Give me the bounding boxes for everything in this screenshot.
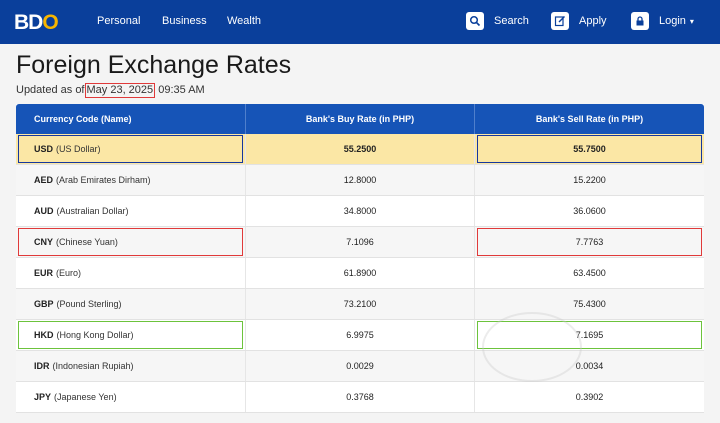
buy-rate-cell: 73.2100	[245, 289, 474, 319]
search-button[interactable]: Search	[466, 12, 529, 30]
currency-code: HKD	[34, 330, 54, 340]
table-row: IDR (Indonesian Rupiah) 0.0029 0.0034	[16, 351, 704, 382]
currency-cell: JPY (Japanese Yen)	[16, 382, 245, 412]
currency-name: (Pound Sterling)	[56, 299, 122, 309]
column-header-buy-rate: Bank's Buy Rate (in PHP)	[245, 104, 474, 134]
currency-name: (Indonesian Rupiah)	[52, 361, 134, 371]
currency-code: GBP	[34, 299, 54, 309]
table-row: JPY (Japanese Yen) 0.3768 0.3902	[16, 382, 704, 413]
currency-name: (Arab Emirates Dirham)	[56, 175, 151, 185]
lock-icon	[631, 12, 649, 30]
table-row: CNY (Chinese Yuan) 7.1096 7.7763	[16, 227, 704, 258]
currency-cell: EUR (Euro)	[16, 258, 245, 288]
updated-timestamp: Updated as of May 23, 2025 09:35 AM	[16, 83, 205, 98]
table-header: Currency Code (Name) Bank's Buy Rate (in…	[16, 104, 704, 134]
search-icon	[466, 12, 484, 30]
currency-cell: AED (Arab Emirates Dirham)	[16, 165, 245, 195]
buy-rate-cell: 0.0029	[245, 351, 474, 381]
sell-rate-cell: 0.3902	[474, 382, 704, 412]
currency-code: AED	[34, 175, 54, 185]
table-row: GBP (Pound Sterling) 73.2100 75.4300	[16, 289, 704, 320]
buy-rate-cell: 12.8000	[245, 165, 474, 195]
apply-label: Apply	[579, 15, 607, 27]
chevron-down-icon: ▾	[689, 16, 694, 26]
table-row: HKD (Hong Kong Dollar) 6.9975 7.1695	[16, 320, 704, 351]
currency-cell: HKD (Hong Kong Dollar)	[16, 320, 245, 350]
currency-cell: IDR (Indonesian Rupiah)	[16, 351, 245, 381]
nav-wealth[interactable]: Wealth	[227, 15, 262, 27]
sell-rate-cell: 7.7763	[474, 227, 704, 257]
column-header-sell-rate: Bank's Sell Rate (in PHP)	[474, 104, 704, 134]
currency-cell: AUD (Australian Dollar)	[16, 196, 245, 226]
buy-rate-cell: 7.1096	[245, 227, 474, 257]
currency-code: AUD	[34, 206, 54, 216]
edit-form-icon	[551, 12, 569, 30]
currency-name: (Hong Kong Dollar)	[56, 330, 134, 340]
sell-rate-cell: 75.4300	[474, 289, 704, 319]
apply-button[interactable]: Apply	[551, 12, 607, 30]
currency-code: IDR	[34, 361, 50, 371]
sell-rate-cell: 55.7500	[474, 134, 704, 164]
sell-rate-cell: 7.1695	[474, 320, 704, 350]
sell-rate-value: 7.1695	[575, 330, 604, 340]
table-row: AUD (Australian Dollar) 34.8000 36.0600	[16, 196, 704, 227]
table-row: EUR (Euro) 61.8900 63.4500	[16, 258, 704, 289]
currency-code: JPY	[34, 392, 52, 402]
buy-rate-cell: 61.8900	[245, 258, 474, 288]
table-row: USD (US Dollar) 55.2500 55.7500	[16, 134, 704, 165]
currency-code: EUR	[34, 268, 54, 278]
updated-date: May 23, 2025	[84, 83, 156, 98]
exchange-rates-table: Currency Code (Name) Bank's Buy Rate (in…	[16, 104, 704, 413]
login-label: Login	[659, 15, 686, 27]
sell-rate-cell: 63.4500	[474, 258, 704, 288]
page-title: Foreign Exchange Rates	[16, 51, 292, 79]
updated-time: 09:35 AM	[158, 84, 205, 96]
nav-business[interactable]: Business	[162, 15, 207, 27]
currency-code: CNY	[34, 237, 54, 247]
top-navigation-bar: BDO Personal Business Wealth Search Appl…	[0, 0, 720, 44]
login-button[interactable]: Login ▾	[631, 12, 694, 30]
nav-personal[interactable]: Personal	[97, 15, 141, 27]
buy-rate-cell: 34.8000	[245, 196, 474, 226]
currency-name: (Chinese Yuan)	[56, 237, 118, 247]
updated-prefix: Updated as of	[16, 84, 85, 96]
sell-rate-value: 55.7500	[573, 144, 606, 154]
sell-rate-cell: 0.0034	[474, 351, 704, 381]
currency-name: (Australian Dollar)	[56, 206, 129, 216]
sell-rate-cell: 15.2200	[474, 165, 704, 195]
table-row: AED (Arab Emirates Dirham) 12.8000 15.22…	[16, 165, 704, 196]
currency-cell: GBP (Pound Sterling)	[16, 289, 245, 319]
search-label: Search	[494, 15, 529, 27]
currency-code: USD	[34, 144, 54, 154]
sell-rate-value: 7.7763	[575, 237, 604, 247]
currency-cell: CNY (Chinese Yuan)	[16, 227, 245, 257]
buy-rate-cell: 55.2500	[245, 134, 474, 164]
buy-rate-cell: 6.9975	[245, 320, 474, 350]
sell-rate-cell: 36.0600	[474, 196, 704, 226]
currency-name: (US Dollar)	[56, 144, 101, 154]
currency-name: (Japanese Yen)	[54, 392, 117, 402]
currency-name: (Euro)	[56, 268, 82, 278]
currency-cell: USD (US Dollar)	[16, 134, 245, 164]
column-header-currency: Currency Code (Name)	[34, 114, 132, 124]
buy-rate-cell: 0.3768	[245, 382, 474, 412]
bdo-logo[interactable]: BDO	[14, 11, 59, 34]
